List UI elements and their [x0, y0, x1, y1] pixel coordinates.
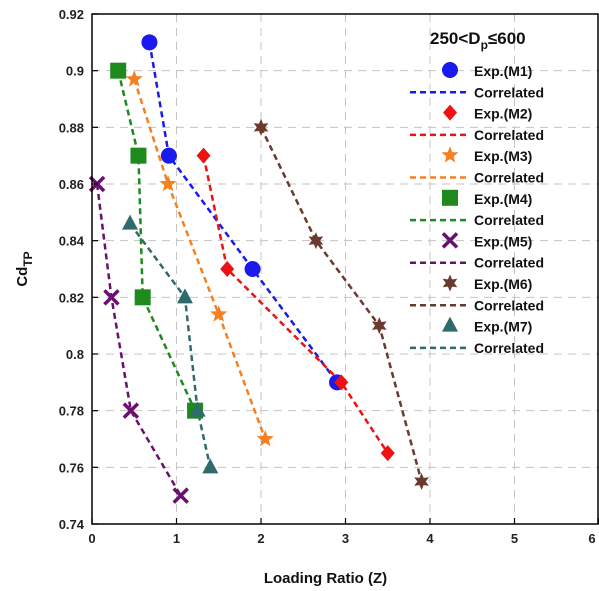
- fit-line-series-6: [259, 126, 423, 482]
- fit-line-series-7: [129, 222, 212, 468]
- legend-marker-series-6: [442, 274, 458, 292]
- data-point-series-6: [253, 118, 269, 136]
- fit-line-series-3: [133, 78, 267, 440]
- fit-lines: [95, 42, 423, 497]
- data-point-series-7: [202, 458, 219, 474]
- x-axis-ticks: 0 1 2 3 4 5 6: [88, 518, 599, 546]
- fit-line-series-4: [116, 70, 197, 412]
- x-axis-title: Loading Ratio (Z): [264, 570, 387, 587]
- legend-fit-label-series-2: Correlated: [474, 127, 544, 143]
- legend-fit-label-series-7: Correlated: [474, 340, 544, 356]
- y-tick-label: 0.74: [59, 517, 85, 532]
- y-tick-label: 0.76: [59, 460, 84, 475]
- legend-title-sub: p: [481, 38, 488, 52]
- y-tick-label: 0.9: [66, 64, 84, 79]
- legend-label-series-3: Exp.(M3): [474, 148, 532, 164]
- data-point-series-5: [172, 487, 189, 504]
- data-point-series-7: [189, 401, 206, 417]
- legend-marker-series-5: [441, 232, 459, 249]
- data-point-series-2: [334, 374, 349, 391]
- legend-fit-label-series-3: Correlated: [474, 170, 544, 186]
- legend-fit-label-series-5: Correlated: [474, 255, 544, 271]
- data-point-series-2: [196, 147, 211, 164]
- data-point-series-1: [244, 261, 261, 277]
- data-point-series-1: [141, 34, 158, 51]
- data-point-series-5: [103, 289, 120, 306]
- legend-marker-series-3: [441, 146, 459, 163]
- y-tick-label: 0.92: [59, 7, 84, 22]
- x-tick-label: 0: [88, 531, 95, 546]
- legend-title: 250<Dp≤600: [430, 29, 526, 52]
- legend-title-main: 250<D: [430, 29, 481, 48]
- legend-label-series-4: Exp.(M4): [474, 191, 532, 207]
- data-point-series-7: [176, 288, 193, 304]
- data-point-series-7: [122, 214, 139, 230]
- legend-marker-series-2: [443, 104, 457, 121]
- y-tick-label: 0.82: [59, 290, 84, 305]
- fit-line-series-5: [95, 183, 182, 497]
- grid: [92, 14, 599, 524]
- legend: 250<Dp≤600 Exp.(M1) Correlated Exp.(M2) Cor…: [410, 29, 544, 356]
- y-tick-label: 0.78: [59, 404, 84, 419]
- x-tick-label: 5: [511, 531, 518, 546]
- x-tick-label: 1: [173, 531, 180, 546]
- legend-marker-series-7: [442, 316, 458, 332]
- data-point-series-6: [371, 317, 387, 335]
- legend-fit-label-series-4: Correlated: [474, 212, 544, 228]
- data-point-series-6: [414, 473, 429, 490]
- legend-fit-label-series-1: Correlated: [474, 84, 544, 100]
- legend-label-series-6: Exp.(M6): [474, 276, 532, 292]
- legend-label-series-1: Exp.(M1): [474, 63, 532, 79]
- x-tick-label: 3: [342, 531, 349, 546]
- legend-fit-label-series-6: Correlated: [474, 297, 544, 313]
- data-point-series-2: [380, 445, 395, 462]
- legend-label-series-2: Exp.(M2): [474, 106, 532, 122]
- data-point-series-1: [160, 147, 177, 164]
- legend-label-series-7: Exp.(M7): [474, 319, 532, 335]
- legend-marker-series-4: [442, 189, 458, 206]
- y-tick-label: 0.86: [59, 177, 84, 192]
- y-axis-title-main: Cd: [14, 267, 31, 287]
- data-point-series-4: [134, 289, 151, 306]
- data-point-series-2: [220, 261, 235, 277]
- data-point-series-4: [130, 147, 147, 164]
- data-point-series-3: [256, 430, 274, 447]
- y-tick-label: 0.8: [66, 347, 84, 362]
- y-axis-ticks: 0.74 0.76 0.78 0.8 0.82 0.84 0.86 0.88 0.9 0.92: [59, 7, 98, 532]
- data-point-series-5: [122, 402, 140, 419]
- data-point-series-4: [110, 62, 127, 79]
- data-point-series-3: [210, 305, 228, 322]
- data-point-series-3: [159, 175, 177, 192]
- data-point-series-3: [125, 70, 143, 87]
- y-axis-title: CdTP: [14, 251, 35, 286]
- x-tick-label: 4: [426, 531, 434, 546]
- x-tick-label: 6: [588, 531, 595, 546]
- y-tick-label: 0.84: [59, 234, 85, 249]
- legend-title-tail: ≤600: [488, 29, 526, 48]
- x-tick-label: 2: [257, 531, 264, 546]
- data-point-series-6: [308, 232, 324, 250]
- y-tick-label: 0.88: [59, 120, 84, 135]
- fit-line-series-1: [148, 42, 339, 384]
- legend-marker-series-1: [442, 62, 458, 78]
- legend-label-series-5: Exp.(M5): [474, 233, 532, 249]
- y-axis-title-sub: TP: [21, 251, 35, 266]
